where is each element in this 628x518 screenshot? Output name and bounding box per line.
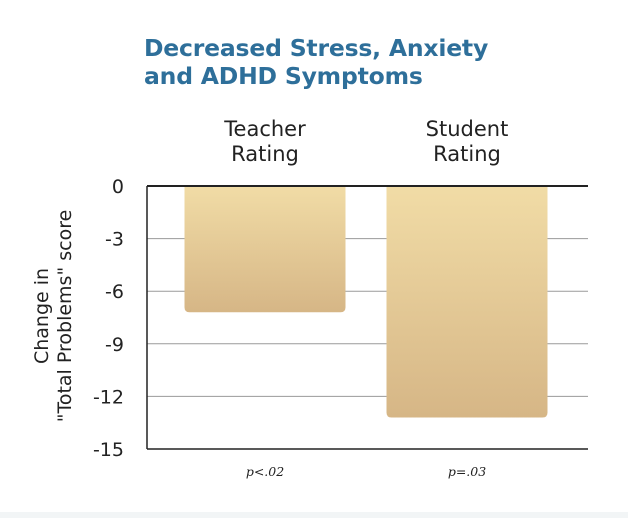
chart-title: Decreased Stress, Anxiety and ADHD Sympt… bbox=[144, 34, 604, 90]
y-tick-label: 0 bbox=[112, 176, 124, 198]
y-tick-label: -6 bbox=[105, 281, 124, 303]
y-axis-label: "Total Problems" score bbox=[54, 210, 76, 423]
y-axis-label: Change in bbox=[31, 268, 53, 364]
y-tick-label: -12 bbox=[93, 386, 124, 408]
y-tick-label: -3 bbox=[105, 229, 124, 251]
bar-student-rating bbox=[386, 186, 548, 418]
chart-title-line-2: and ADHD Symptoms bbox=[144, 62, 423, 90]
category-label: Rating bbox=[231, 142, 299, 166]
y-tick-label: -15 bbox=[93, 439, 124, 461]
p-value-label: p<.02 bbox=[246, 464, 284, 479]
category-label: Teacher bbox=[223, 117, 306, 141]
bar-teacher-rating bbox=[184, 186, 346, 313]
category-label: Rating bbox=[433, 142, 501, 166]
bottom-divider bbox=[0, 512, 628, 518]
p-value-label: p=.03 bbox=[448, 464, 486, 479]
category-label: Student bbox=[426, 117, 509, 141]
y-tick-label: -9 bbox=[105, 334, 124, 356]
chart-title-line-1: Decreased Stress, Anxiety bbox=[144, 34, 489, 62]
